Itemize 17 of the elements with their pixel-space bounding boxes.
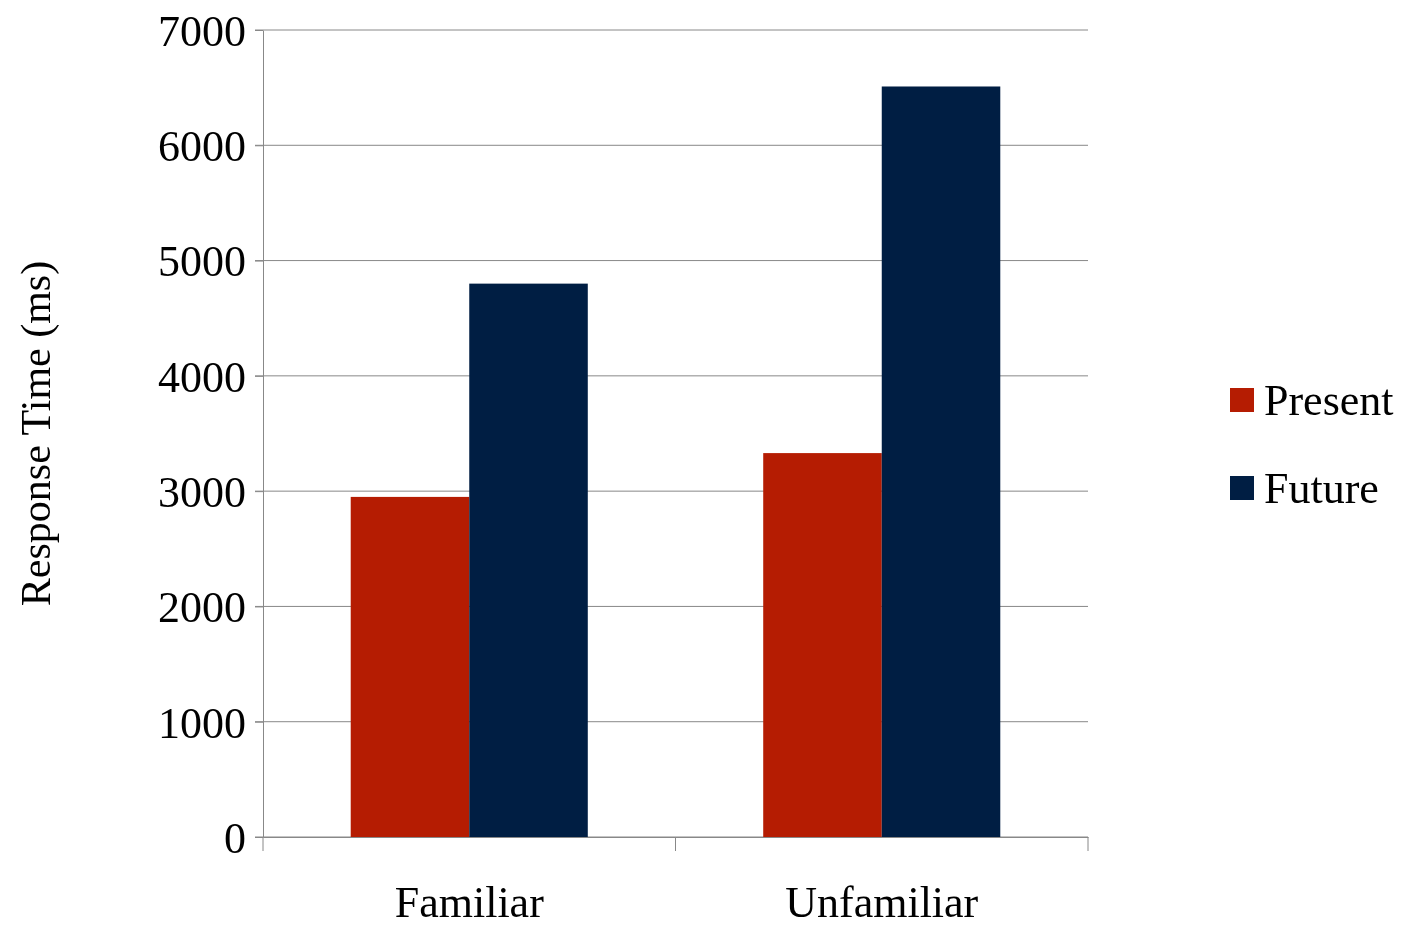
y-tick-label: 2000 (158, 583, 246, 633)
x-tick-label: Familiar (394, 878, 545, 927)
y-tick-label: 5000 (158, 237, 246, 287)
bar (469, 283, 588, 837)
y-tick-label: 6000 (158, 122, 246, 172)
x-tick-label: Unfamiliar (785, 878, 979, 927)
legend-label: Future (1264, 464, 1379, 514)
legend-label: Present (1264, 376, 1394, 426)
y-tick-label: 7000 (158, 6, 246, 56)
bar (350, 496, 470, 837)
y-axis-title: Response Time (ms) (13, 260, 60, 607)
y-tick-label: 0 (224, 813, 246, 863)
bar (763, 453, 882, 837)
bar (881, 86, 1001, 837)
y-tick-label: 4000 (158, 352, 246, 402)
y-tick-label: 3000 (158, 468, 246, 518)
y-tick-label: 1000 (158, 698, 246, 748)
